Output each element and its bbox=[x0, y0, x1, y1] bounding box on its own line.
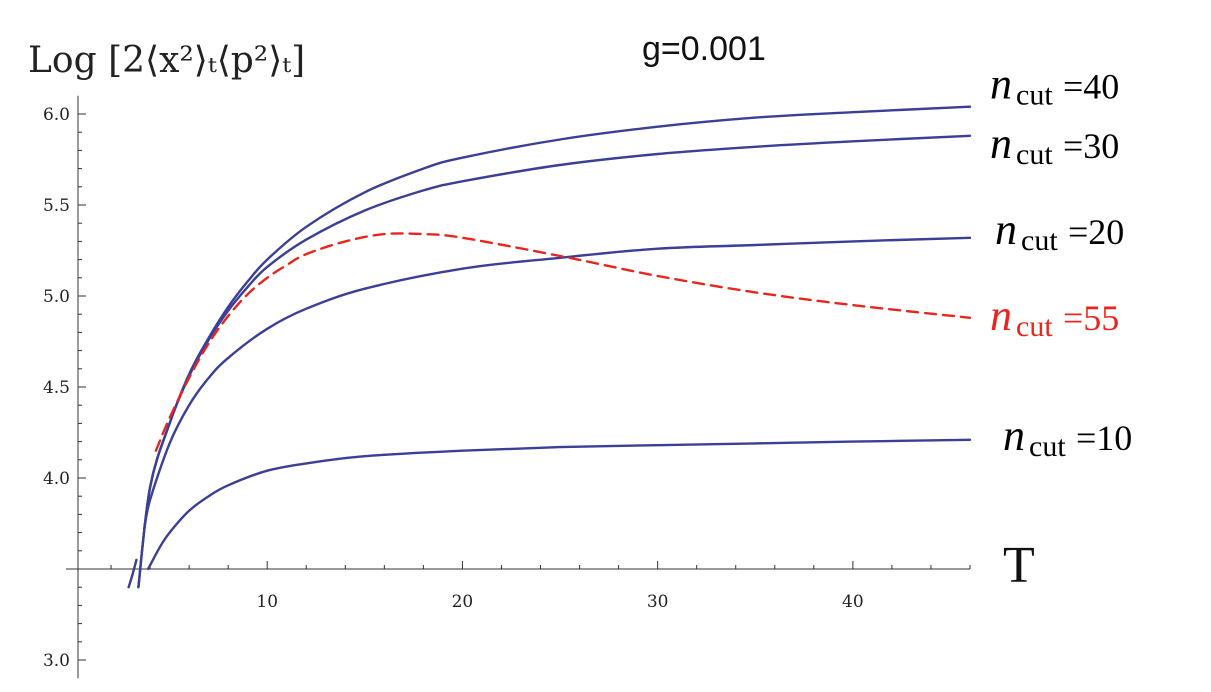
y-tick-label: 3.0 bbox=[43, 651, 70, 671]
legend-value: =20 bbox=[1068, 212, 1124, 252]
x-tick-label: 30 bbox=[647, 592, 669, 612]
legend-label-4: n cut =10 bbox=[1003, 411, 1132, 463]
legend-value: =30 bbox=[1063, 126, 1119, 166]
legend-n: n bbox=[990, 60, 1012, 109]
series-line-0 bbox=[137, 105, 972, 589]
legend-subscript: cut bbox=[1016, 79, 1053, 112]
series-line-5 bbox=[127, 558, 138, 589]
legend-value: =10 bbox=[1076, 418, 1132, 458]
series-line-4 bbox=[146, 438, 972, 571]
legend-subscript: cut bbox=[1016, 138, 1053, 171]
series-line-1 bbox=[137, 134, 972, 589]
x-axis-label: T bbox=[1003, 537, 1035, 594]
chart-title: Log [2⟨x²⟩ₜ⟨p²⟩ₜ] bbox=[28, 40, 305, 81]
series-line-2 bbox=[143, 236, 972, 531]
y-tick-label: 4.5 bbox=[43, 378, 70, 398]
legend-value: =40 bbox=[1063, 67, 1119, 107]
y-tick-label: 5.5 bbox=[43, 196, 70, 216]
legend-label-2: n cut =20 bbox=[995, 205, 1124, 257]
legend-n: n bbox=[995, 205, 1017, 254]
y-tick-label: 4.0 bbox=[43, 469, 70, 489]
legend-label-3: n cut =55 bbox=[990, 291, 1119, 343]
legend-subscript: cut bbox=[1021, 224, 1058, 257]
y-tick-label: 6.0 bbox=[43, 105, 70, 125]
legend-n: n bbox=[990, 291, 1012, 340]
legend-value: =55 bbox=[1063, 298, 1119, 338]
x-tick-label: 40 bbox=[842, 592, 864, 612]
x-tick-label: 10 bbox=[256, 592, 278, 612]
series-line-3 bbox=[154, 232, 972, 452]
legend-subscript: cut bbox=[1029, 430, 1066, 463]
chart-subtitle: g=0.001 bbox=[642, 30, 766, 68]
x-tick-label: 20 bbox=[452, 592, 474, 612]
legend-label-1: n cut =30 bbox=[990, 119, 1119, 171]
legend-n: n bbox=[990, 119, 1012, 168]
legend-label-0: n cut =40 bbox=[990, 60, 1119, 112]
legend-n: n bbox=[1003, 411, 1025, 460]
y-tick-label: 5.0 bbox=[43, 287, 70, 307]
legend: n cut =40n cut =30n cut =20n cut =55n cut =10 bbox=[990, 60, 1132, 463]
legend-subscript: cut bbox=[1016, 310, 1053, 343]
axes: 3.0 4.0 4.5 5.0 5.5 6.0 10 20 30 40 bbox=[43, 95, 971, 679]
series-layer bbox=[127, 105, 972, 589]
